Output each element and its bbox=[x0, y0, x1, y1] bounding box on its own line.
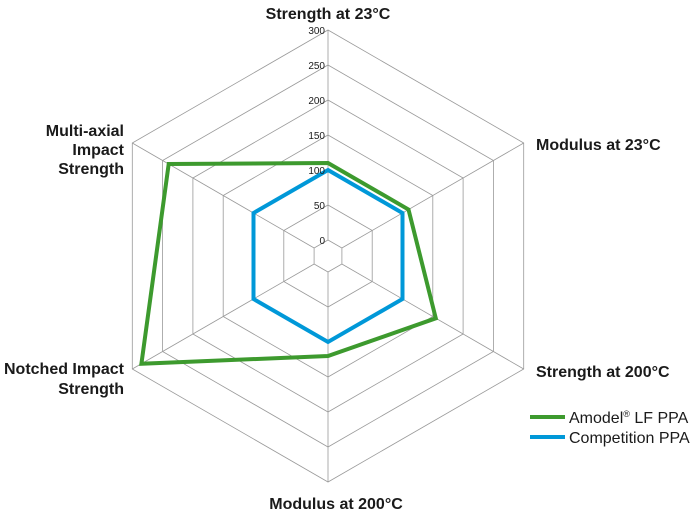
tick-label-250: 250 bbox=[308, 61, 325, 72]
spoke-4 bbox=[132, 263, 315, 370]
tick-label-50: 50 bbox=[314, 201, 326, 212]
radar-grid bbox=[131, 29, 525, 483]
axis-label-strength-200: Strength at 200°C bbox=[536, 364, 670, 381]
axis-label-strength-23: Strength at 23°C bbox=[266, 6, 391, 23]
grid-ring-0 bbox=[313, 239, 343, 273]
legend-label-amodel: Amodel® LF PPA bbox=[569, 409, 689, 427]
legend: Amodel® LF PPA Competition PPA bbox=[530, 409, 690, 447]
axis-label-notched-impact: Notched Impact Strength bbox=[4, 361, 125, 398]
spoke-5 bbox=[132, 142, 315, 249]
legend-label-competition: Competition PPA bbox=[569, 430, 690, 447]
tick-label-300: 300 bbox=[308, 26, 325, 37]
tick-label-100: 100 bbox=[308, 166, 325, 177]
axis-label-modulus-200: Modulus at 200°C bbox=[269, 496, 403, 513]
series-line-0 bbox=[139, 160, 439, 366]
axis-label-modulus-23: Modulus at 23°C bbox=[536, 137, 661, 154]
tick-labels: 0 50 100 150 200 250 300 bbox=[308, 26, 325, 247]
axis-label-multiaxial-impact: Multi-axial Impact Strength bbox=[46, 123, 125, 178]
spoke-2 bbox=[341, 263, 524, 370]
series-line-1 bbox=[251, 167, 405, 345]
spoke-1 bbox=[341, 142, 524, 249]
radar-series bbox=[139, 160, 439, 366]
tick-label-0: 0 bbox=[319, 236, 325, 247]
tick-label-150: 150 bbox=[308, 131, 325, 142]
tick-label-200: 200 bbox=[308, 96, 325, 107]
